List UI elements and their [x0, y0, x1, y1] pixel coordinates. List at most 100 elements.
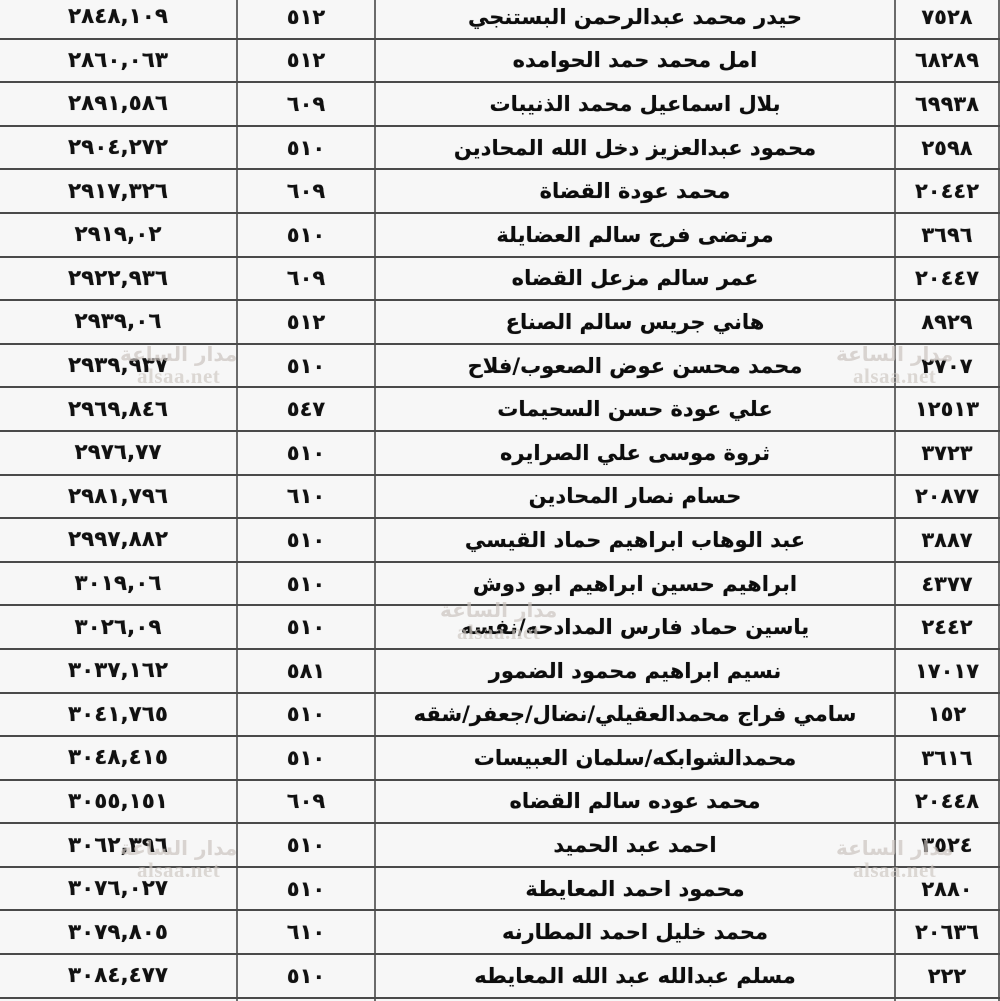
cell-name: موسى محمد حسين الطوره — [374, 996, 896, 1001]
cell-id: ٢٤٤٢ — [894, 604, 1000, 650]
cell-amount: ٢٩٠٤,٢٧٢ — [0, 124, 238, 171]
cell-amount: ٣٠٣٧,١٦٢ — [0, 647, 238, 694]
cell-code: ٦٠٩ — [236, 168, 376, 214]
cell-amount: ٣٠٤٨,٤١٥ — [0, 735, 238, 781]
cell-name: سامي فراج محمدالعقيلي/نضال/جعفر/شقه — [374, 691, 896, 738]
cell-amount: ٢٨٦٠,٠٦٣ — [0, 37, 238, 84]
cell-id: ٢٥٩٨ — [894, 124, 1000, 171]
cell-id: ٢٠٦٣٦ — [894, 909, 1000, 956]
cell-amount: ٢٩٦٩,٨٤٦ — [0, 386, 238, 432]
cell-amount: ٣٠٥٥,١٥١ — [0, 778, 238, 825]
cell-id: ١٢٥١٣ — [894, 386, 1000, 432]
table-row: ٦٨٢٨٩ امل محمد حمد الحوامده ٥١٢ ٢٨٦٠,٠٦٣ — [0, 37, 1000, 84]
cell-id: ٦٩٩٣٨ — [894, 81, 1000, 127]
cell-name: ثروة موسى علي الصرايره — [374, 429, 896, 476]
cell-code: ٥١٠ — [236, 691, 376, 738]
cell-name: امل محمد حمد الحوامده — [374, 37, 896, 84]
cell-name: محمود احمد المعايطة — [374, 865, 896, 912]
cell-amount: ٣٠١٩,٠٦ — [0, 560, 238, 607]
cell-code: ٥١٠ — [236, 429, 376, 476]
cell-amount: ٢٨٩١,٥٨٦ — [0, 81, 238, 127]
table-row: ٤٣٧٧ ابراهيم حسين ابراهيم ابو دوش ٥١٠ ٣٠١٩,… — [0, 560, 1000, 607]
cell-name: محمدالشوابكه/سلمان العبيسات — [374, 735, 896, 781]
table-row: ٢٨٨٠ محمود احمد المعايطة ٥١٠ ٣٠٧٦,٠٢٧ — [0, 865, 1000, 912]
cell-id: ٣٥٢٤ — [894, 822, 1000, 868]
cell-code: ٥٤٧ — [236, 386, 376, 432]
cell-amount: ٢٩٨١,٧٩٦ — [0, 473, 238, 520]
cell-amount: ٣٠٧٦,٠٢٧ — [0, 865, 238, 912]
cell-name: ابراهيم حسين ابراهيم ابو دوش — [374, 560, 896, 607]
table-row: ٣٧٢٣ ثروة موسى علي الصرايره ٥١٠ ٢٩٧٦,٧٧ — [0, 429, 1000, 476]
cell-name: حيدر محمد عبدالرحمن البستنجي — [374, 0, 896, 40]
cell-id: ٢٠٨٧٧ — [894, 473, 1000, 520]
cell-code: ٥١٠ — [236, 211, 376, 258]
cell-name: ياسين حماد فارس المدادحه/نفسه — [374, 604, 896, 650]
cell-amount: ٢٨٤٨,١٠٩ — [0, 0, 238, 40]
cell-name: محمد عودة القضاة — [374, 168, 896, 214]
table-row: ١٢٥١٣ علي عودة حسن السحيمات ٥٤٧ ٢٩٦٩,٨٤٦ — [0, 386, 1000, 432]
cell-name: مسلم عبدالله عبد الله المعايطه — [374, 953, 896, 999]
cell-id: ٨٩٢٩ — [894, 299, 1000, 345]
cell-code: ٥١٠ — [236, 604, 376, 650]
cell-code: ٦١٠ — [236, 473, 376, 520]
table-row: ٧٥٢٨ حيدر محمد عبدالرحمن البستنجي ٥١٢ ٢٨٤٨,… — [0, 0, 1000, 40]
cell-id: ٣٧٢٣ — [894, 429, 1000, 476]
cell-code: ٥٧٥ — [236, 996, 376, 1001]
cell-code: ٥١٢ — [236, 0, 376, 40]
cell-name: محمد خليل احمد المطارنه — [374, 909, 896, 956]
cell-id: ٢٨٨٠ — [894, 865, 1000, 912]
cell-id: ٣٨٨٧ — [894, 517, 1000, 563]
table-row: ٢٠٤٤٧ عمر سالم مزعل القضاه ٦٠٩ ٢٩٢٢,٩٣٦ — [0, 255, 1000, 302]
table-row: ٢٧٠٧ محمد محسن عوض الصعوب/فلاح ٥١٠ ٢٩٣٩,٩٣٧ — [0, 342, 1000, 389]
cell-amount: ٢٩١٩,٠٢ — [0, 211, 238, 258]
cell-code: ٥٨١ — [236, 647, 376, 694]
cell-code: ٦٠٩ — [236, 81, 376, 127]
cell-name: محمد عوده سالم القضاه — [374, 778, 896, 825]
cell-id: ١٥٢ — [894, 691, 1000, 738]
table-row: ٣٥٢٤ احمد عبد الحميد ٥١٠ ٣٠٦٢,٣٩٦ — [0, 822, 1000, 868]
cell-amount: ٣٠٤١,٧٦٥ — [0, 691, 238, 738]
cell-code: ٥١٠ — [236, 953, 376, 999]
cell-code: ٥١٢ — [236, 37, 376, 84]
cell-id: ٤٣٧٧ — [894, 560, 1000, 607]
cell-id: ٢٢٢ — [894, 953, 1000, 999]
cell-amount: ٢٩٣٩,٠٦ — [0, 299, 238, 345]
cell-name: نسيم ابراهيم محمود الضمور — [374, 647, 896, 694]
table-row: ٢٠٤٤٨ محمد عوده سالم القضاه ٦٠٩ ٣٠٥٥,١٥١ — [0, 778, 1000, 825]
cell-code: ٥١٠ — [236, 517, 376, 563]
cell-code: ٥١٠ — [236, 735, 376, 781]
cell-id: ٢٠٤٤٢ — [894, 168, 1000, 214]
cell-code: ٥١٠ — [236, 124, 376, 171]
cell-code: ٥١٠ — [236, 865, 376, 912]
table-row: ٢٤٤٢ ياسين حماد فارس المدادحه/نفسه ٥١٠ ٣٠٢٦… — [0, 604, 1000, 650]
cell-amount: ٣٠٧٩,٨٠٥ — [0, 909, 238, 956]
cell-id: ٢٠٤٤٧ — [894, 255, 1000, 302]
cell-name: محمود عبدالعزيز دخل الله المحادين — [374, 124, 896, 171]
cell-id: ٢٠٤٤٨ — [894, 778, 1000, 825]
cell-code: ٥١٠ — [236, 342, 376, 389]
table-row: ٢٥٩٨ محمود عبدالعزيز دخل الله المحادين ٥١٠… — [0, 124, 1000, 171]
table-row: ٦٩٩٣٨ بلال اسماعيل محمد الذنيبات ٦٠٩ ٢٨٩١,٥… — [0, 81, 1000, 127]
table-row: ١٥٦٦٢موسى محمد حسين الطوره٥٧٥٣٠٨٨,٣٣٧ — [0, 996, 1000, 1001]
cell-amount: ٢٩٧٦,٧٧ — [0, 429, 238, 476]
cell-name: بلال اسماعيل محمد الذنيبات — [374, 81, 896, 127]
table-row: ٣٦٩٦ مرتضى فرج سالم العضايلة ٥١٠ ٢٩١٩,٠٢ — [0, 211, 1000, 258]
table-row: ٢٢٢ مسلم عبدالله عبد الله المعايطه ٥١٠ ٣٠٨٤… — [0, 953, 1000, 999]
cell-id: ٦٨٢٨٩ — [894, 37, 1000, 84]
cell-code: ٥١٢ — [236, 299, 376, 345]
cell-id: ١٧٠١٧ — [894, 647, 1000, 694]
cell-id: ٧٥٢٨ — [894, 0, 1000, 40]
cell-amount: ٣٠٨٨,٣٣٧ — [0, 996, 238, 1001]
table-row: ٣٦١٦ محمدالشوابكه/سلمان العبيسات ٥١٠ ٣٠٤٨,٤… — [0, 735, 1000, 781]
cell-code: ٦٠٩ — [236, 778, 376, 825]
cell-name: حسام نصار المحادين — [374, 473, 896, 520]
cell-name: محمد محسن عوض الصعوب/فلاح — [374, 342, 896, 389]
cell-amount: ٢٩٢٢,٩٣٦ — [0, 255, 238, 302]
cell-id: ٣٦١٦ — [894, 735, 1000, 781]
table-row: ١٧٠١٧ نسيم ابراهيم محمود الضمور ٥٨١ ٣٠٣٧,١٦… — [0, 647, 1000, 694]
cell-id: ٢٧٠٧ — [894, 342, 1000, 389]
table-row: ٢٠٨٧٧ حسام نصار المحادين ٦١٠ ٢٩٨١,٧٩٦ — [0, 473, 1000, 520]
